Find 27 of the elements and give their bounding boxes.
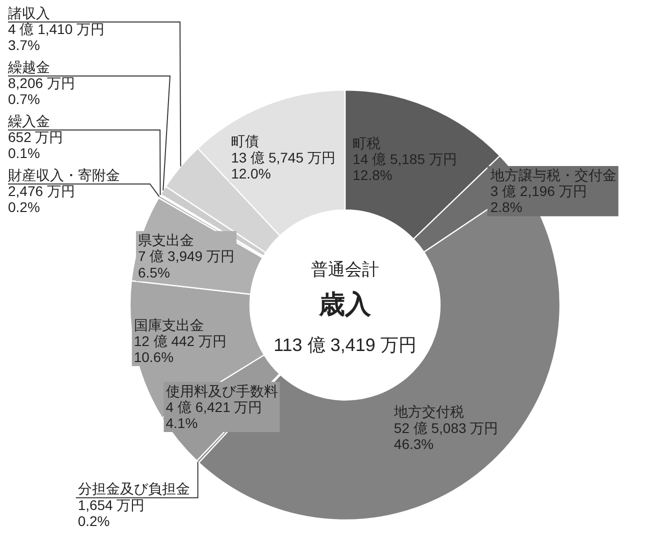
data-label: 652 万円 0.1% — [8, 129, 64, 162]
data-label: 3 億 2,196 万円 2.8% — [490, 183, 587, 216]
data-label: 52 億 5,083 万円 46.3% — [394, 420, 498, 452]
data-label: 7 億 3,949 万円 6.5% — [138, 248, 234, 280]
slice-label: 諸収入 — [8, 5, 50, 21]
text: 113 億 3,419 万円 — [274, 335, 416, 355]
text: 普通会計 — [311, 260, 379, 279]
slice-label: 地方譲与税・交付金 — [489, 167, 616, 184]
data-label: 1,654 万円 0.2% — [78, 496, 145, 529]
slice-label: 県支出金 — [138, 232, 194, 248]
data-label: 4 億 6,421 万円 4.1% — [166, 398, 262, 432]
data-label: 2,476 万円 0.2% — [8, 183, 75, 216]
slice-label: 町税 — [352, 134, 381, 151]
slice-label: 繰越金 — [7, 59, 50, 75]
slice-label: 町債 — [231, 133, 260, 150]
slice-label: 地方交付税 — [392, 404, 464, 420]
slice-label: 財産収入・寄附金 — [8, 167, 120, 183]
data-label: 12 億 442 万円 10.6% — [134, 333, 226, 366]
slice-label: 分担金及び負担金 — [78, 480, 190, 497]
data-label: 4 億 1,410 万円 3.7% — [8, 21, 104, 54]
data-label: 14 億 5,185 万円 12.8% — [352, 150, 457, 183]
slice-label: 繰入金 — [7, 113, 50, 129]
slice-label: 使用料及び手数料 — [166, 382, 278, 399]
data-label: 13 億 5,745 万円 12.0% — [231, 149, 336, 182]
text: 歳入 — [318, 289, 372, 319]
slice-label: 国庫支出金 — [134, 316, 204, 333]
data-label: 8,206 万円 0.7% — [8, 75, 75, 108]
